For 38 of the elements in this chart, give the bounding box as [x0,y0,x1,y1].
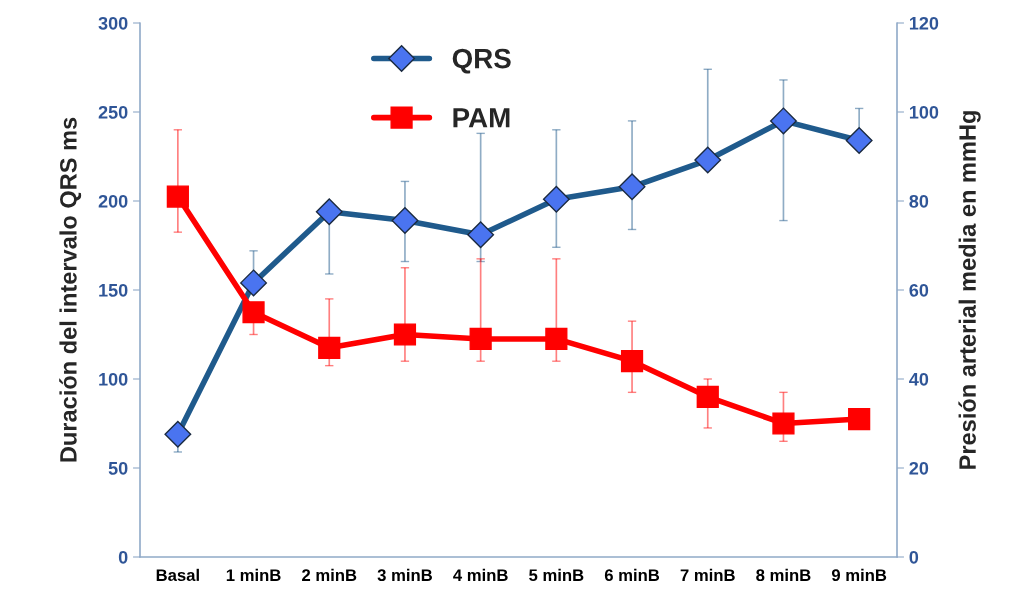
y2-tick-label: 40 [909,372,929,386]
y-tick-label: 200 [98,194,128,208]
legend-label: QRS [452,48,511,74]
y2-tick-label: 80 [909,194,929,208]
y-tick-label: 250 [98,105,128,119]
x-tick-label: 5 minB [529,568,584,582]
y-tick-label: 100 [99,372,128,386]
y-tick-label: 50 [108,461,128,475]
y-tick-label: 300 [98,16,128,30]
x-tick-label: 4 minB [453,568,508,581]
y2-axis-title: Presión arterial media en mmHg [958,111,981,469]
x-tick-label: 3 minB [377,568,432,582]
x-tick-label: 8 minB [756,568,811,582]
y2-tick-label: 20 [909,461,929,475]
legend-label: PAM [453,108,510,128]
point [242,301,265,324]
y-axis-title: Duración del intervalo QRS ms [59,117,82,462]
x-tick-label: 6 minB [604,568,660,582]
x-tick-label: 1 minB [226,568,281,581]
y-tick-label: 0 [118,550,128,564]
point [469,327,492,351]
x-tick-label: Basal [156,568,199,582]
y2-tick-label: 100 [909,105,939,119]
y2-tick-label: 0 [909,550,919,564]
y2-tick-label: 60 [909,283,929,297]
y2-tick-label: 120 [909,16,939,30]
x-tick-label: 9 minB [831,568,887,582]
point [772,412,795,435]
y-tick-label: 150 [99,283,128,297]
point [696,385,719,408]
x-tick-label: 2 minB [302,568,357,581]
point [848,407,871,431]
point [545,327,568,351]
point [318,336,341,359]
point [166,185,189,208]
point [393,323,417,346]
x-tick-label: 7 minB [680,568,735,581]
point [620,350,644,373]
